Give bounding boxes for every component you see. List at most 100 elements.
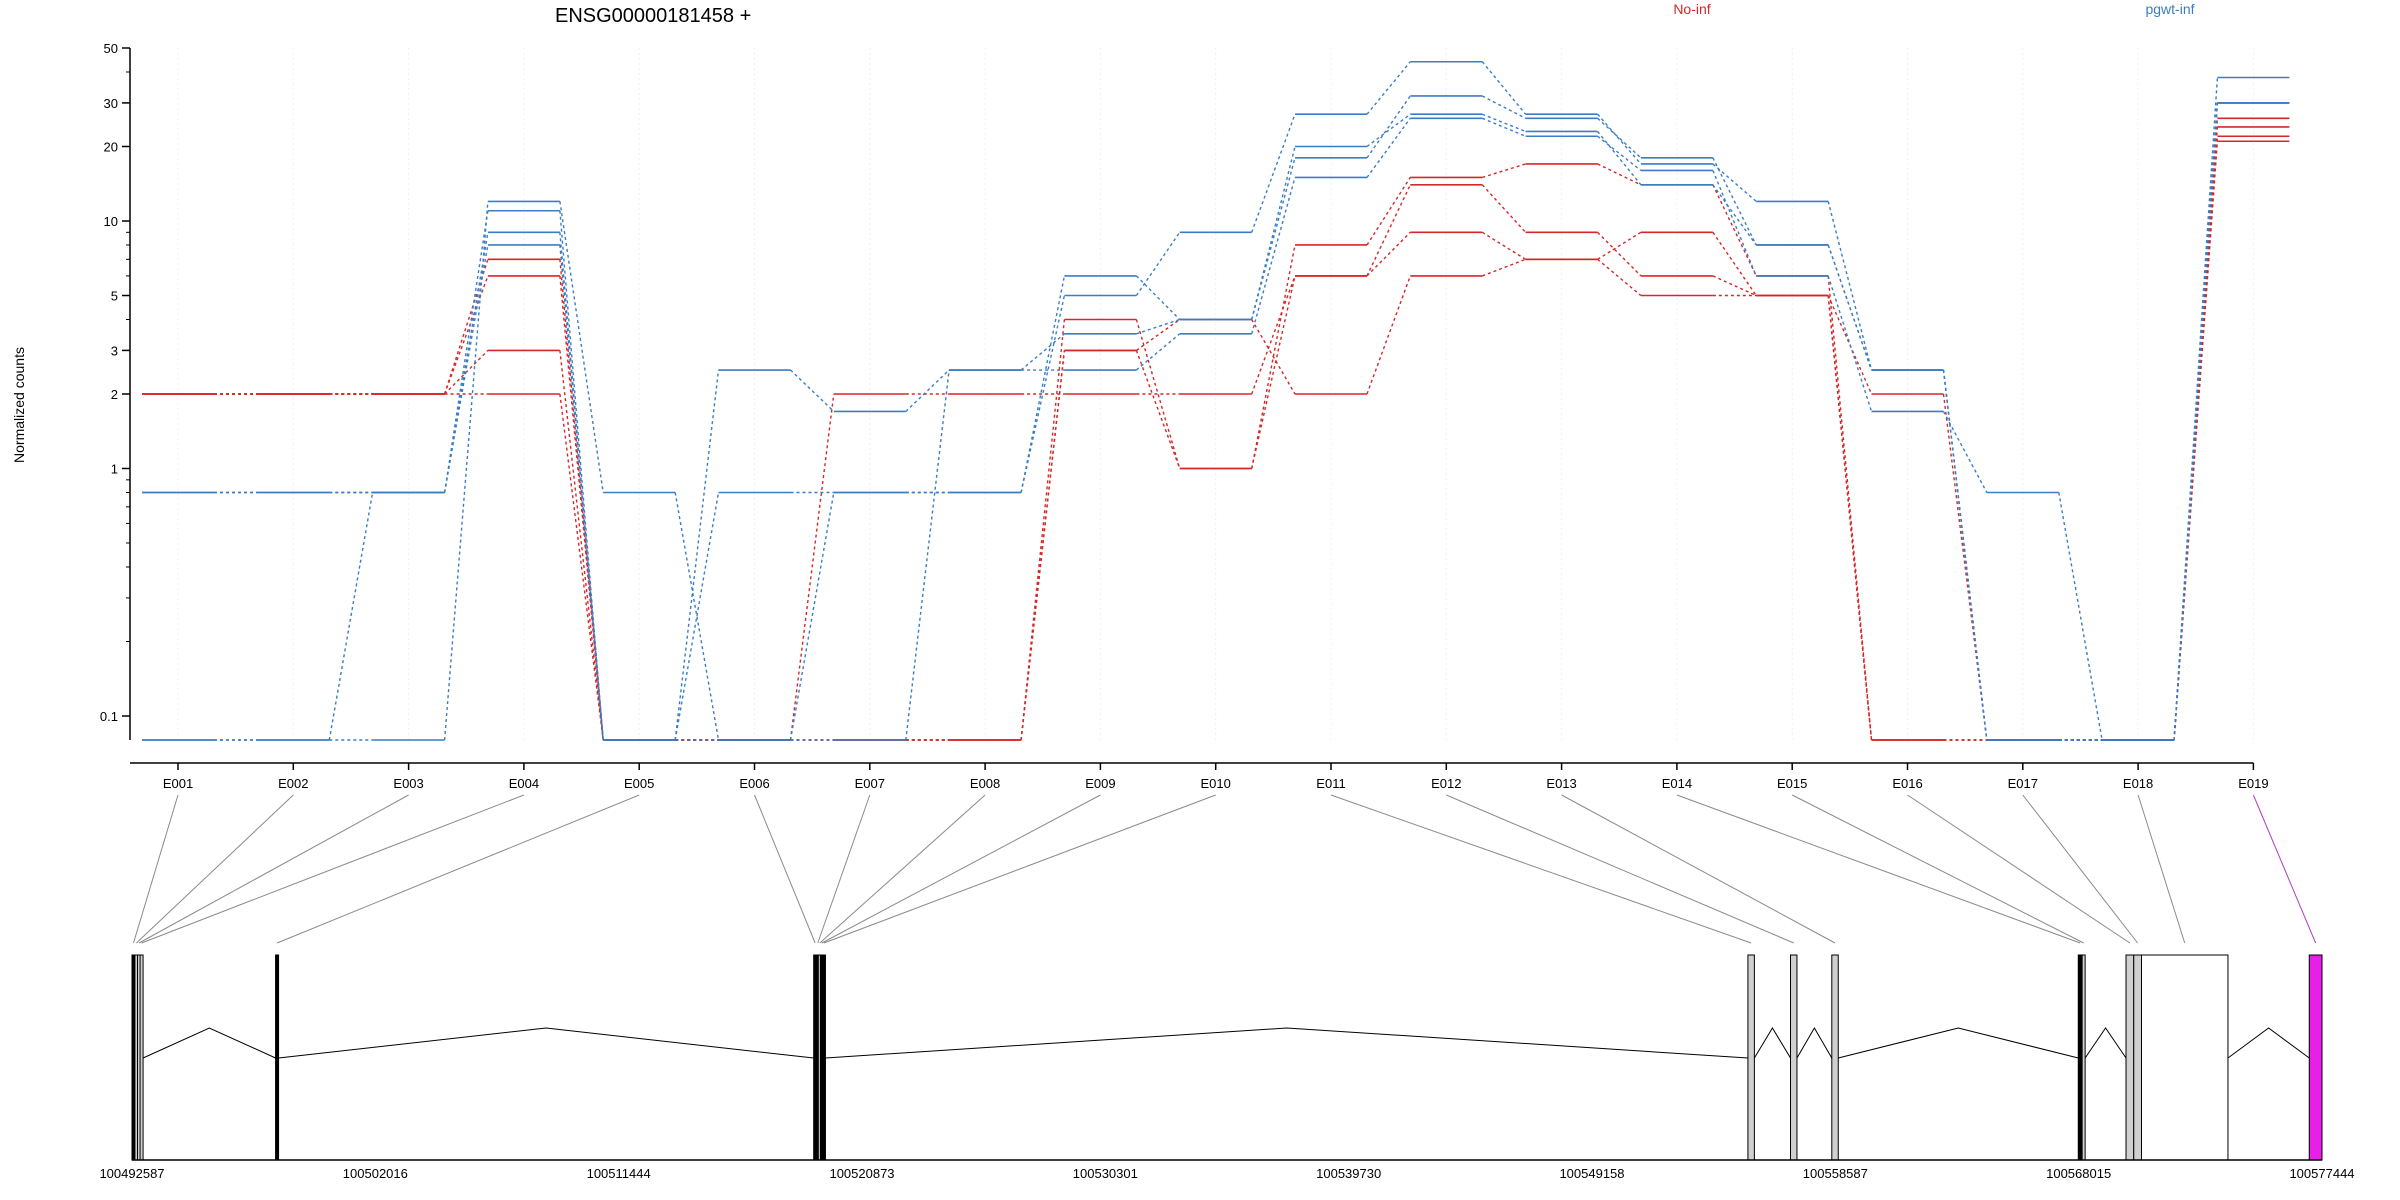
coordinate-label: 100568015 xyxy=(2046,1166,2111,1181)
exon-box-e016 xyxy=(2125,954,2135,1161)
series-connector xyxy=(559,244,604,741)
y-tick-label: 30 xyxy=(104,96,118,111)
legend-entry-pgwt-inf: pgwt-inf xyxy=(2145,1,2194,17)
series-connector xyxy=(1482,258,1526,277)
series-connector xyxy=(1251,157,1296,320)
x-tick-label-e010: E010 xyxy=(1201,776,1231,791)
connector-e005 xyxy=(276,794,640,944)
series-connector xyxy=(1597,131,1642,186)
legend: No-inf pgwt-inf xyxy=(1673,1,2194,17)
y-tick-label: 10 xyxy=(104,214,118,229)
connector-e001 xyxy=(133,794,179,944)
coordinate-label: 100511444 xyxy=(587,1166,651,1181)
series-connector xyxy=(1136,318,1180,335)
x-tick-label-e013: E013 xyxy=(1546,776,1576,791)
x-tick-label-e003: E003 xyxy=(393,776,423,791)
x-tick-label-e015: E015 xyxy=(1777,776,1807,791)
series-connector xyxy=(443,275,489,395)
connector-e017 xyxy=(2022,794,2139,944)
series-connector xyxy=(1251,319,1296,395)
series-connector xyxy=(1020,295,1066,493)
series-connector xyxy=(2173,77,2219,741)
connector-e003 xyxy=(138,794,409,944)
series-connector xyxy=(1251,113,1296,233)
x-tick-label-e016: E016 xyxy=(1892,776,1922,791)
connector-e018 xyxy=(2137,794,2186,944)
series-connector xyxy=(559,201,604,493)
connector-e019 xyxy=(2252,794,2317,944)
series-connector xyxy=(1366,117,1411,178)
x-tick-label-e007: E007 xyxy=(855,776,885,791)
series-connector xyxy=(559,210,604,741)
series-connector xyxy=(1366,231,1411,277)
intron-line xyxy=(278,1027,814,1059)
y-tick-label: 2 xyxy=(111,387,118,402)
series-lines xyxy=(142,60,2290,741)
intron-line xyxy=(1838,1027,2079,1059)
x-tick-label-e006: E006 xyxy=(739,776,769,791)
series-connector xyxy=(1827,244,1873,371)
intron-line xyxy=(142,1027,276,1059)
series-connector xyxy=(1251,275,1296,469)
series-connector xyxy=(1481,231,1526,260)
series-connector xyxy=(1712,157,1757,246)
series-connector xyxy=(1366,184,1411,277)
y-axis: 0.1 1 2 3 5 10 20 30 50 xyxy=(100,41,131,740)
exon-box-e015 xyxy=(2081,954,2086,1161)
coordinate-label: 100530301 xyxy=(1073,1166,1138,1181)
intron-line xyxy=(825,1027,1748,1059)
x-tick-label-e011: E011 xyxy=(1316,776,1345,791)
series-connector xyxy=(1251,177,1296,335)
connector-e014 xyxy=(1676,794,2081,944)
x-tick-label-e002: E002 xyxy=(278,776,308,791)
intron-line xyxy=(2084,1027,2127,1059)
series-connector xyxy=(1597,113,1642,165)
x-axis: E001 E002 E003 E004 E005 E006 E007 E008 E009 E010… xyxy=(130,762,2269,791)
series-connector xyxy=(1712,184,1757,246)
y-tick-label: 50 xyxy=(104,41,118,56)
x-tick-label-e017: E017 xyxy=(2008,776,2038,791)
x-tick-label-e019: E019 xyxy=(2238,776,2268,791)
exon-connectors xyxy=(133,794,2317,944)
series-pgwt-inf-8 xyxy=(142,102,2290,741)
series-connector xyxy=(1712,275,1757,297)
connector-e004 xyxy=(141,794,525,944)
exon-box-e014 xyxy=(2077,954,2083,1161)
series-connector xyxy=(2173,118,2219,741)
series-connector xyxy=(1366,95,1411,159)
series-connector xyxy=(1135,350,1181,469)
x-tick-label-e005: E005 xyxy=(624,776,654,791)
exon-box-e012 xyxy=(1790,954,1798,1161)
intron-line xyxy=(2227,1027,2310,1059)
x-tick-label-e004: E004 xyxy=(509,776,539,791)
chart-title: ENSG00000181458 + xyxy=(555,5,751,27)
series-connector xyxy=(1135,275,1181,320)
connector-e013 xyxy=(1561,794,1836,944)
exon-box-e019 xyxy=(2308,954,2323,1161)
series-connector xyxy=(1020,275,1066,493)
series-connector xyxy=(1827,295,1873,741)
series-connector xyxy=(1597,231,1642,277)
series-connector xyxy=(443,201,489,741)
y-tick-label: 5 xyxy=(111,289,118,304)
genomic-coordinate-axis: 100492587 100502016 100511444 100520873 1005… xyxy=(99,1159,2355,1181)
series-connector xyxy=(1020,350,1066,741)
series-connector xyxy=(1597,231,1642,260)
series-connector xyxy=(789,492,835,741)
connector-e009 xyxy=(821,794,1101,944)
y-tick-label: 20 xyxy=(104,139,118,154)
connector-e008 xyxy=(819,794,986,944)
series-connector xyxy=(1481,61,1527,115)
series-connector xyxy=(1942,369,1988,741)
series-connector xyxy=(1135,333,1181,371)
legend-entry-no-inf: No-inf xyxy=(1673,1,1710,17)
series-connector xyxy=(905,369,950,741)
series-connector xyxy=(1366,275,1411,395)
exon-box-e018 xyxy=(2140,954,2229,1161)
series-connector xyxy=(1482,117,1526,137)
series-connector xyxy=(790,369,835,412)
series-connector xyxy=(1020,333,1065,371)
series-connector xyxy=(1251,244,1296,469)
exon-box-e013 xyxy=(1831,954,1839,1161)
